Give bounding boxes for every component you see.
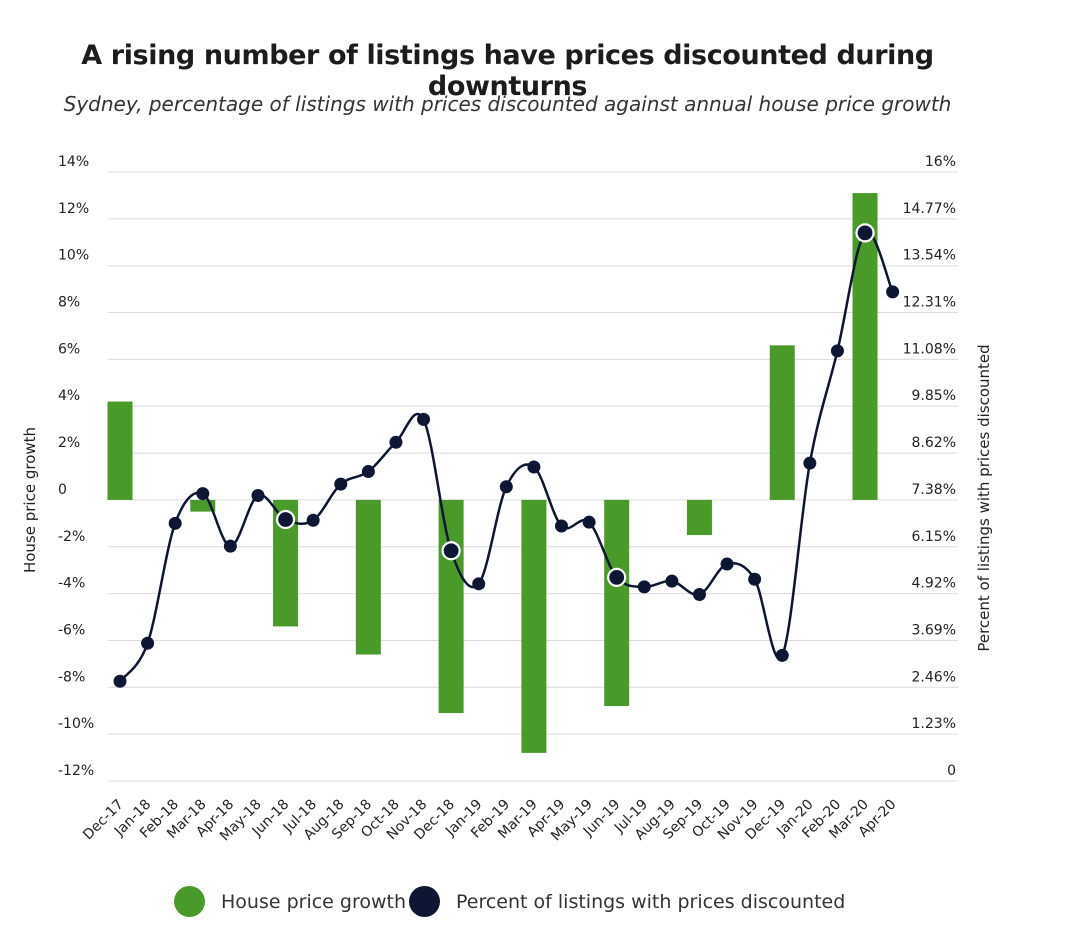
line-series: [113, 223, 900, 688]
data-point: [361, 465, 375, 479]
legend-label: Percent of listings with prices discount…: [456, 890, 846, 913]
right-tick-label: 11.08%: [903, 341, 956, 357]
data-point: [855, 223, 875, 243]
right-tick-label: 1.23%: [912, 716, 956, 732]
bar: [438, 499, 464, 714]
right-tick-label: 9.85%: [912, 388, 956, 404]
right-tick-label: 14.77%: [903, 201, 956, 217]
bar: [852, 193, 878, 500]
bar: [521, 499, 547, 753]
legend-swatch-green: [174, 886, 205, 917]
series-line: [118, 230, 894, 683]
left-tick-label: 0: [58, 482, 67, 498]
chart-plot: 14% 12% 10% 8% 6% 4% 2% 0 -2% -4% -6% -8% -10% -12% 1…: [21, 154, 993, 845]
data-point: [196, 487, 210, 501]
left-axis-ticks: 14% 12% 10% 8% 6% 4% 2% 0 -2% -4% -6% -8% -10% -12%: [58, 154, 94, 779]
left-tick-label: 14%: [58, 154, 89, 170]
left-axis-title: House price growth: [21, 427, 39, 573]
data-point: [334, 477, 348, 491]
bar: [686, 499, 712, 536]
right-tick-label: 6.15%: [912, 529, 956, 545]
right-tick-label: 8.62%: [912, 435, 956, 451]
data-point: [141, 636, 155, 650]
data-point: [607, 567, 627, 587]
left-tick-label: 2%: [58, 435, 80, 451]
left-tick-label: -8%: [58, 669, 85, 685]
chart-title: A rising number of listings have prices …: [81, 40, 934, 102]
data-point: [223, 539, 237, 553]
data-point: [499, 480, 513, 494]
data-point: [306, 513, 320, 527]
right-tick-label: 12.31%: [903, 294, 956, 310]
data-point: [830, 344, 844, 358]
data-point: [748, 572, 762, 586]
left-tick-label: 12%: [58, 201, 89, 217]
right-tick-label: 7.38%: [912, 482, 956, 498]
bar: [190, 499, 216, 512]
left-tick-label: -4%: [58, 576, 85, 592]
right-tick-label: 4.92%: [912, 576, 956, 592]
left-tick-label: -10%: [58, 716, 94, 732]
bar-series: [107, 193, 878, 753]
data-point: [441, 541, 461, 561]
left-tick-label: -12%: [58, 763, 94, 779]
data-point: [720, 557, 734, 571]
left-tick-label: 8%: [58, 295, 80, 311]
legend: House price growth Percent of listings w…: [0, 886, 1080, 922]
bar: [604, 499, 630, 707]
left-tick-label: 10%: [58, 248, 89, 264]
bar: [107, 401, 133, 500]
right-tick-label: 2.46%: [912, 669, 956, 685]
left-tick-label: -6%: [58, 622, 85, 638]
data-point: [251, 489, 265, 503]
legend-label: House price growth: [221, 890, 407, 913]
data-point: [582, 515, 596, 529]
left-tick-label: 4%: [58, 388, 80, 404]
right-axis-title: Percent of listings with prices discount…: [975, 344, 993, 651]
data-point: [113, 674, 127, 688]
right-tick-label: 0: [947, 763, 956, 779]
right-tick-label: 16%: [925, 154, 956, 170]
data-point: [389, 435, 403, 449]
data-point: [554, 519, 568, 533]
right-axis-ticks: 16% 14.77% 13.54% 12.31% 11.08% 9.85% 8.62% 7.3…: [903, 154, 956, 779]
chart-subtitle: Sydney, percentage of listings with pric…: [63, 92, 952, 116]
left-tick-label: 6%: [58, 341, 80, 357]
data-point: [275, 509, 296, 530]
bar: [769, 345, 795, 500]
data-point: [665, 574, 679, 588]
x-axis-ticks: Dec-17Jan-18Feb-18Mar-18Apr-18May-18Jun-…: [80, 797, 899, 845]
data-point: [417, 412, 431, 426]
data-point: [472, 577, 486, 591]
data-point: [168, 516, 182, 530]
legend-swatch-navy: [409, 886, 440, 917]
legend-item-percent-discounted: Percent of listings with prices discount…: [409, 886, 845, 917]
data-point: [527, 460, 541, 474]
data-point: [692, 587, 706, 601]
bar: [355, 499, 381, 655]
data-point: [886, 285, 900, 299]
right-tick-label: 3.69%: [912, 623, 956, 639]
right-tick-label: 13.54%: [903, 248, 956, 264]
data-point: [637, 580, 651, 594]
legend-item-house-price-growth: House price growth: [174, 886, 406, 917]
data-point: [803, 456, 817, 470]
left-tick-label: -2%: [58, 529, 85, 545]
data-point: [775, 648, 789, 662]
